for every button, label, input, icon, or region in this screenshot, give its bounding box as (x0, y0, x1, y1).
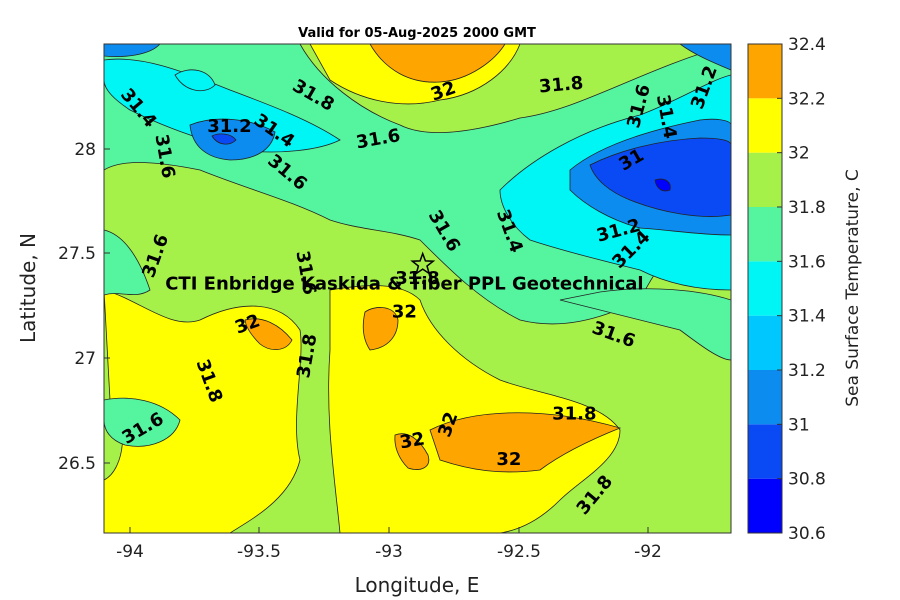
region-31-northwest-patch (211, 133, 237, 145)
contour-label-27: 32 (398, 428, 426, 453)
y-tick-label: 26.5 (58, 454, 96, 474)
region-31.6-southwest (104, 397, 181, 447)
y-tick-1: 26.5 (58, 454, 110, 474)
colorbar-tick-label-8: 32.2 (788, 89, 826, 109)
region-32.2-south-patch (394, 433, 430, 470)
region-32.2-north (369, 44, 506, 83)
contour-label-29: 32 (496, 449, 521, 470)
colorbar-tick-label-0: 30.6 (788, 524, 826, 544)
colorbar-swatch-4 (748, 261, 782, 316)
x-tick-3: -93 (375, 527, 403, 562)
x-tick-label: -92.5 (497, 542, 541, 562)
x-tick-4: -92.5 (497, 527, 541, 562)
x-tick-label: -92 (634, 542, 662, 562)
contour-label-21: 32 (392, 301, 417, 322)
colorbar-tick-label-4: 31.4 (788, 307, 826, 327)
chart-title: Valid for 05-Aug-2025 2000 GMT (298, 26, 536, 41)
colorbar-swatch-3 (748, 315, 782, 370)
plot-area-frame (103, 43, 732, 534)
y-tick-4: 28 (74, 140, 110, 160)
region-31.2-top-right-corner (679, 44, 731, 71)
site-star-marker (410, 251, 436, 276)
y-tick-label: 27.5 (58, 244, 96, 264)
colorbar-swatch-5 (748, 207, 782, 262)
x-tick-1: -94 (116, 527, 144, 562)
colorbar-tick-label-9: 32.4 (788, 35, 826, 55)
colorbar-swatch-0 (748, 478, 782, 533)
y-tick-3: 27.5 (58, 244, 110, 264)
region-32-south-central (328, 285, 621, 533)
contour-label-8: 31.8 (538, 73, 584, 98)
colorbar-swatch-8 (748, 44, 782, 99)
y-axis: 26.5 27 27.5 28 (58, 140, 110, 474)
colorbar-frame (747, 43, 783, 534)
y-tick-label: 28 (74, 140, 96, 160)
contour-label-2: 31.2 (207, 116, 251, 137)
x-tick-5: -92 (634, 527, 662, 562)
colorbar: 30.6 30.8 31 31.2 31.4 31.6 31.8 32 32.2 32.4 (747, 35, 826, 544)
region-31-northeast (589, 137, 731, 217)
colorbar-label: Sea Surface Temperature, C (843, 169, 863, 407)
colorbar-tick-label-3: 31.2 (788, 361, 826, 381)
y-tick-2: 27 (74, 349, 110, 369)
region-32.2-southeast (429, 412, 622, 473)
colorbar-swatch-7 (748, 98, 782, 153)
colorbar-swatch-2 (748, 370, 782, 425)
y-tick-label: 27 (74, 349, 96, 369)
site-marker-group: CTI Enbridge Kaskida & Tiber PPL Geotech… (165, 251, 644, 294)
colorbar-tick-label-1: 30.8 (788, 470, 826, 490)
colorbar-swatch-6 (748, 152, 782, 207)
region-30.8-northeast-patch (654, 178, 671, 192)
colorbar-swatch-1 (748, 424, 782, 479)
region-32.2-southwest-patch (244, 318, 293, 350)
x-tick-2: -93.5 (237, 527, 281, 562)
colorbar-tick-label-7: 32 (788, 144, 810, 164)
region-32-southwest (104, 289, 302, 533)
region-31.6-west (104, 229, 151, 296)
region-31.4-top-left-patch (174, 69, 216, 92)
colorbar-tick-label-2: 31 (788, 415, 810, 435)
colorbar-tick-label-6: 31.8 (788, 198, 826, 218)
site-annotation: CTI Enbridge Kaskida & Tiber PPL Geotech… (165, 273, 643, 294)
x-tick-label: -94 (116, 542, 144, 562)
colorbar-tick-label-5: 31.6 (788, 252, 826, 272)
contour-field (104, 44, 731, 533)
contour-label-26: 31.8 (552, 403, 596, 424)
x-tick-label: -93.5 (237, 542, 281, 562)
x-tick-label: -93 (375, 542, 403, 562)
x-axis-label: Longitude, E (355, 573, 480, 597)
region-31.6-east (559, 288, 731, 361)
y-axis-label: Latitude, N (16, 233, 40, 343)
x-axis: -94 -93.5 -93 -92.5 -92 (116, 527, 662, 562)
region-32.2-center-patch (362, 307, 399, 351)
